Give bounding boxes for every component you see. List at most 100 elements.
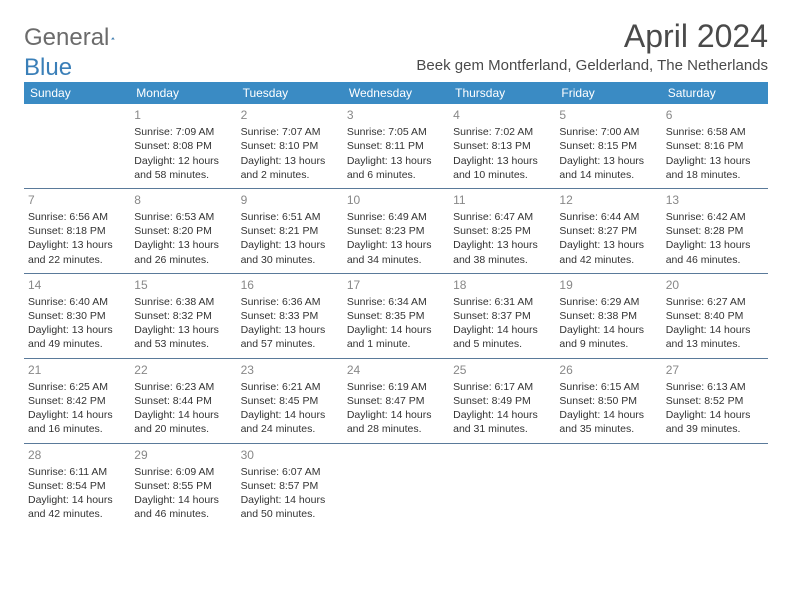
sunrise-line: Sunrise: 6:27 AM [666, 295, 764, 309]
weekday-header: Wednesday [343, 82, 449, 104]
calendar-cell: 8Sunrise: 6:53 AMSunset: 8:20 PMDaylight… [130, 188, 236, 273]
daylight-line2: and 30 minutes. [241, 253, 339, 267]
day-number: 27 [666, 362, 764, 378]
sunrise-line: Sunrise: 6:07 AM [241, 465, 339, 479]
sunrise-line: Sunrise: 6:25 AM [28, 380, 126, 394]
day-number: 28 [28, 447, 126, 463]
sunset-line: Sunset: 8:44 PM [134, 394, 232, 408]
sunset-line: Sunset: 8:20 PM [134, 224, 232, 238]
sunrise-line: Sunrise: 6:34 AM [347, 295, 445, 309]
daylight-line2: and 14 minutes. [559, 168, 657, 182]
calendar-cell: 11Sunrise: 6:47 AMSunset: 8:25 PMDayligh… [449, 188, 555, 273]
day-number: 9 [241, 192, 339, 208]
sunrise-line: Sunrise: 7:00 AM [559, 125, 657, 139]
sunrise-line: Sunrise: 6:09 AM [134, 465, 232, 479]
page-title: April 2024 [624, 18, 768, 55]
location-subtitle: Beek gem Montferland, Gelderland, The Ne… [416, 57, 768, 74]
day-number: 3 [347, 107, 445, 123]
calendar-cell: 26Sunrise: 6:15 AMSunset: 8:50 PMDayligh… [555, 358, 661, 443]
sunrise-line: Sunrise: 6:19 AM [347, 380, 445, 394]
calendar-cell: 28Sunrise: 6:11 AMSunset: 8:54 PMDayligh… [24, 443, 130, 527]
sunset-line: Sunset: 8:10 PM [241, 139, 339, 153]
daylight-line1: Daylight: 13 hours [559, 154, 657, 168]
daylight-line1: Daylight: 13 hours [347, 238, 445, 252]
daylight-line2: and 24 minutes. [241, 422, 339, 436]
daylight-line2: and 38 minutes. [453, 253, 551, 267]
daylight-line1: Daylight: 13 hours [28, 323, 126, 337]
calendar-cell: 10Sunrise: 6:49 AMSunset: 8:23 PMDayligh… [343, 188, 449, 273]
day-number: 7 [28, 192, 126, 208]
daylight-line1: Daylight: 14 hours [666, 408, 764, 422]
daylight-line2: and 18 minutes. [666, 168, 764, 182]
calendar-cell [449, 443, 555, 527]
day-number: 17 [347, 277, 445, 293]
calendar-cell: 29Sunrise: 6:09 AMSunset: 8:55 PMDayligh… [130, 443, 236, 527]
calendar-cell: 14Sunrise: 6:40 AMSunset: 8:30 PMDayligh… [24, 273, 130, 358]
sunrise-line: Sunrise: 6:51 AM [241, 210, 339, 224]
daylight-line2: and 10 minutes. [453, 168, 551, 182]
daylight-line2: and 20 minutes. [134, 422, 232, 436]
day-number: 15 [134, 277, 232, 293]
calendar-cell [662, 443, 768, 527]
day-number: 21 [28, 362, 126, 378]
calendar-cell [555, 443, 661, 527]
day-number: 11 [453, 192, 551, 208]
daylight-line1: Daylight: 13 hours [134, 323, 232, 337]
daylight-line2: and 53 minutes. [134, 337, 232, 351]
daylight-line1: Daylight: 14 hours [559, 408, 657, 422]
daylight-line1: Daylight: 13 hours [453, 238, 551, 252]
daylight-line1: Daylight: 14 hours [453, 408, 551, 422]
sunset-line: Sunset: 8:54 PM [28, 479, 126, 493]
calendar-cell: 30Sunrise: 6:07 AMSunset: 8:57 PMDayligh… [237, 443, 343, 527]
daylight-line2: and 5 minutes. [453, 337, 551, 351]
daylight-line2: and 1 minute. [347, 337, 445, 351]
daylight-line2: and 34 minutes. [347, 253, 445, 267]
daylight-line2: and 22 minutes. [28, 253, 126, 267]
daylight-line1: Daylight: 14 hours [241, 408, 339, 422]
calendar-row: 1Sunrise: 7:09 AMSunset: 8:08 PMDaylight… [24, 104, 768, 188]
calendar-cell [24, 104, 130, 188]
sunset-line: Sunset: 8:11 PM [347, 139, 445, 153]
day-number: 4 [453, 107, 551, 123]
sunset-line: Sunset: 8:18 PM [28, 224, 126, 238]
daylight-line2: and 9 minutes. [559, 337, 657, 351]
daylight-line1: Daylight: 14 hours [28, 493, 126, 507]
sunrise-line: Sunrise: 6:47 AM [453, 210, 551, 224]
sunset-line: Sunset: 8:33 PM [241, 309, 339, 323]
calendar-row: 14Sunrise: 6:40 AMSunset: 8:30 PMDayligh… [24, 273, 768, 358]
sunrise-line: Sunrise: 7:07 AM [241, 125, 339, 139]
daylight-line2: and 2 minutes. [241, 168, 339, 182]
daylight-line2: and 31 minutes. [453, 422, 551, 436]
sunset-line: Sunset: 8:35 PM [347, 309, 445, 323]
calendar-cell: 7Sunrise: 6:56 AMSunset: 8:18 PMDaylight… [24, 188, 130, 273]
day-number: 2 [241, 107, 339, 123]
calendar-cell: 9Sunrise: 6:51 AMSunset: 8:21 PMDaylight… [237, 188, 343, 273]
sunrise-line: Sunrise: 6:13 AM [666, 380, 764, 394]
daylight-line1: Daylight: 14 hours [666, 323, 764, 337]
sunset-line: Sunset: 8:38 PM [559, 309, 657, 323]
calendar-cell: 20Sunrise: 6:27 AMSunset: 8:40 PMDayligh… [662, 273, 768, 358]
sunrise-line: Sunrise: 6:53 AM [134, 210, 232, 224]
daylight-line1: Daylight: 13 hours [347, 154, 445, 168]
daylight-line1: Daylight: 13 hours [559, 238, 657, 252]
sunset-line: Sunset: 8:08 PM [134, 139, 232, 153]
day-number: 19 [559, 277, 657, 293]
calendar-cell: 25Sunrise: 6:17 AMSunset: 8:49 PMDayligh… [449, 358, 555, 443]
day-number: 10 [347, 192, 445, 208]
weekday-header: Tuesday [237, 82, 343, 104]
daylight-line1: Daylight: 13 hours [666, 154, 764, 168]
day-number: 22 [134, 362, 232, 378]
sunrise-line: Sunrise: 6:42 AM [666, 210, 764, 224]
calendar-header: Sunday Monday Tuesday Wednesday Thursday… [24, 82, 768, 104]
daylight-line1: Daylight: 14 hours [453, 323, 551, 337]
calendar-table: Sunday Monday Tuesday Wednesday Thursday… [24, 82, 768, 527]
title-block: April 2024 [624, 18, 768, 55]
daylight-line2: and 16 minutes. [28, 422, 126, 436]
day-number: 24 [347, 362, 445, 378]
calendar-cell: 22Sunrise: 6:23 AMSunset: 8:44 PMDayligh… [130, 358, 236, 443]
day-number: 29 [134, 447, 232, 463]
sunrise-line: Sunrise: 7:02 AM [453, 125, 551, 139]
sunset-line: Sunset: 8:32 PM [134, 309, 232, 323]
daylight-line1: Daylight: 14 hours [241, 493, 339, 507]
sunset-line: Sunset: 8:15 PM [559, 139, 657, 153]
